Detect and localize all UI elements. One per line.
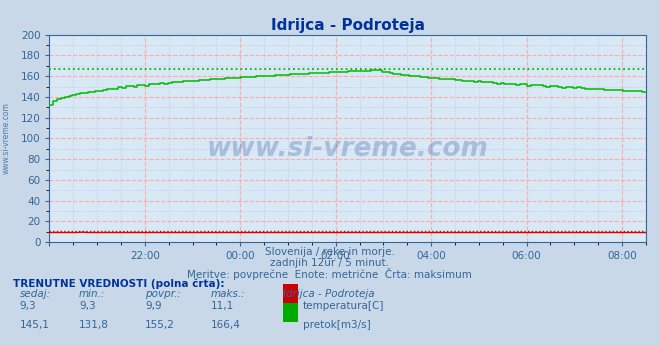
Text: 9,3: 9,3 xyxy=(20,301,36,311)
Text: 145,1: 145,1 xyxy=(20,320,49,330)
Text: pretok[m3/s]: pretok[m3/s] xyxy=(303,320,371,330)
Text: povpr.:: povpr.: xyxy=(145,289,181,299)
Text: Meritve: povprečne  Enote: metrične  Črta: maksimum: Meritve: povprečne Enote: metrične Črta:… xyxy=(187,268,472,280)
Title: Idrijca - Podroteja: Idrijca - Podroteja xyxy=(271,18,424,34)
Text: TRENUTNE VREDNOSTI (polna črta):: TRENUTNE VREDNOSTI (polna črta): xyxy=(13,279,225,289)
Text: 155,2: 155,2 xyxy=(145,320,175,330)
Text: 11,1: 11,1 xyxy=(211,301,234,311)
Text: 9,9: 9,9 xyxy=(145,301,161,311)
Text: Slovenija / reke in morje.: Slovenija / reke in morje. xyxy=(264,247,395,257)
Text: sedaj:: sedaj: xyxy=(20,289,51,299)
Text: 166,4: 166,4 xyxy=(211,320,241,330)
Text: www.si-vreme.com: www.si-vreme.com xyxy=(2,102,11,174)
Text: Idrijca - Podroteja: Idrijca - Podroteja xyxy=(283,289,375,299)
Text: min.:: min.: xyxy=(79,289,105,299)
Text: www.si-vreme.com: www.si-vreme.com xyxy=(207,136,488,162)
Text: zadnjih 12ur / 5 minut.: zadnjih 12ur / 5 minut. xyxy=(270,258,389,268)
Text: maks.:: maks.: xyxy=(211,289,246,299)
Text: 9,3: 9,3 xyxy=(79,301,96,311)
Text: 131,8: 131,8 xyxy=(79,320,109,330)
Text: temperatura[C]: temperatura[C] xyxy=(303,301,385,311)
